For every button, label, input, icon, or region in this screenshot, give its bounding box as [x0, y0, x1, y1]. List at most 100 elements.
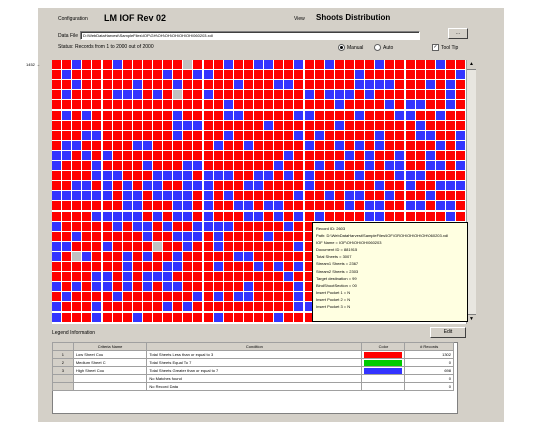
- record-cell[interactable]: [113, 60, 122, 69]
- record-cell[interactable]: [193, 111, 202, 120]
- record-cell[interactable]: [436, 70, 445, 79]
- record-cell[interactable]: [204, 232, 213, 241]
- record-cell[interactable]: [234, 272, 243, 281]
- record-cell[interactable]: [315, 121, 324, 130]
- record-cell[interactable]: [426, 80, 435, 89]
- record-cell[interactable]: [284, 302, 293, 311]
- record-cell[interactable]: [254, 191, 263, 200]
- record-cell[interactable]: [395, 201, 404, 210]
- record-cell[interactable]: [264, 181, 273, 190]
- record-cell[interactable]: [335, 191, 344, 200]
- record-cell[interactable]: [183, 212, 192, 221]
- record-cell[interactable]: [436, 212, 445, 221]
- record-cell[interactable]: [436, 111, 445, 120]
- record-cell[interactable]: [143, 252, 152, 261]
- record-cell[interactable]: [193, 232, 202, 241]
- record-cell[interactable]: [446, 121, 455, 130]
- record-cell[interactable]: [274, 282, 283, 291]
- record-cell[interactable]: [113, 292, 122, 301]
- record-cell[interactable]: [123, 252, 132, 261]
- record-cell[interactable]: [183, 282, 192, 291]
- record-cell[interactable]: [173, 232, 182, 241]
- record-cell[interactable]: [335, 90, 344, 99]
- record-cell[interactable]: [274, 272, 283, 281]
- record-cell[interactable]: [72, 151, 81, 160]
- record-cell[interactable]: [446, 80, 455, 89]
- record-cell[interactable]: [103, 121, 112, 130]
- record-cell[interactable]: [456, 141, 465, 150]
- record-cell[interactable]: [244, 191, 253, 200]
- record-cell[interactable]: [274, 151, 283, 160]
- record-cell[interactable]: [153, 222, 162, 231]
- record-cell[interactable]: [315, 100, 324, 109]
- record-cell[interactable]: [214, 70, 223, 79]
- record-cell[interactable]: [123, 302, 132, 311]
- record-cell[interactable]: [355, 70, 364, 79]
- record-cell[interactable]: [294, 232, 303, 241]
- record-cell[interactable]: [325, 100, 334, 109]
- record-cell[interactable]: [113, 282, 122, 291]
- record-cell[interactable]: [274, 262, 283, 271]
- record-cell[interactable]: [163, 262, 172, 271]
- record-cell[interactable]: [133, 292, 142, 301]
- record-cell[interactable]: [305, 282, 314, 291]
- record-cell[interactable]: [274, 111, 283, 120]
- record-cell[interactable]: [426, 141, 435, 150]
- record-cell[interactable]: [113, 191, 122, 200]
- record-cell[interactable]: [345, 151, 354, 160]
- record-cell[interactable]: [214, 191, 223, 200]
- record-cell[interactable]: [103, 181, 112, 190]
- record-cell[interactable]: [163, 302, 172, 311]
- record-cell[interactable]: [153, 232, 162, 241]
- record-cell[interactable]: [375, 90, 384, 99]
- record-cell[interactable]: [204, 272, 213, 281]
- record-cell[interactable]: [113, 111, 122, 120]
- record-cell[interactable]: [294, 212, 303, 221]
- record-cell[interactable]: [103, 131, 112, 140]
- record-cell[interactable]: [193, 282, 202, 291]
- record-cell[interactable]: [355, 100, 364, 109]
- record-cell[interactable]: [224, 151, 233, 160]
- record-cell[interactable]: [446, 161, 455, 170]
- record-cell[interactable]: [173, 212, 182, 221]
- record-cell[interactable]: [264, 201, 273, 210]
- record-cell[interactable]: [264, 70, 273, 79]
- record-cell[interactable]: [204, 262, 213, 271]
- record-cell[interactable]: [224, 262, 233, 271]
- record-cell[interactable]: [214, 100, 223, 109]
- record-cell[interactable]: [82, 141, 91, 150]
- record-cell[interactable]: [173, 282, 182, 291]
- record-cell[interactable]: [82, 252, 91, 261]
- record-cell[interactable]: [183, 90, 192, 99]
- record-cell[interactable]: [82, 212, 91, 221]
- record-cell[interactable]: [92, 181, 101, 190]
- record-cell[interactable]: [446, 131, 455, 140]
- record-cell[interactable]: [153, 90, 162, 99]
- record-cell[interactable]: [62, 100, 71, 109]
- record-cell[interactable]: [365, 191, 374, 200]
- record-cell[interactable]: [355, 151, 364, 160]
- record-cell[interactable]: [72, 313, 81, 322]
- record-cell[interactable]: [395, 171, 404, 180]
- record-cell[interactable]: [244, 262, 253, 271]
- record-cell[interactable]: [62, 80, 71, 89]
- record-cell[interactable]: [264, 212, 273, 221]
- record-cell[interactable]: [204, 282, 213, 291]
- record-cell[interactable]: [173, 111, 182, 120]
- record-cell[interactable]: [345, 121, 354, 130]
- record-cell[interactable]: [335, 100, 344, 109]
- record-cell[interactable]: [335, 70, 344, 79]
- record-cell[interactable]: [234, 252, 243, 261]
- record-cell[interactable]: [113, 70, 122, 79]
- record-cell[interactable]: [284, 292, 293, 301]
- record-cell[interactable]: [406, 111, 415, 120]
- record-cell[interactable]: [72, 141, 81, 150]
- record-cell[interactable]: [153, 131, 162, 140]
- record-cell[interactable]: [284, 232, 293, 241]
- record-cell[interactable]: [224, 302, 233, 311]
- record-cell[interactable]: [284, 262, 293, 271]
- record-cell[interactable]: [204, 90, 213, 99]
- record-cell[interactable]: [103, 252, 112, 261]
- record-cell[interactable]: [183, 302, 192, 311]
- record-cell[interactable]: [153, 80, 162, 89]
